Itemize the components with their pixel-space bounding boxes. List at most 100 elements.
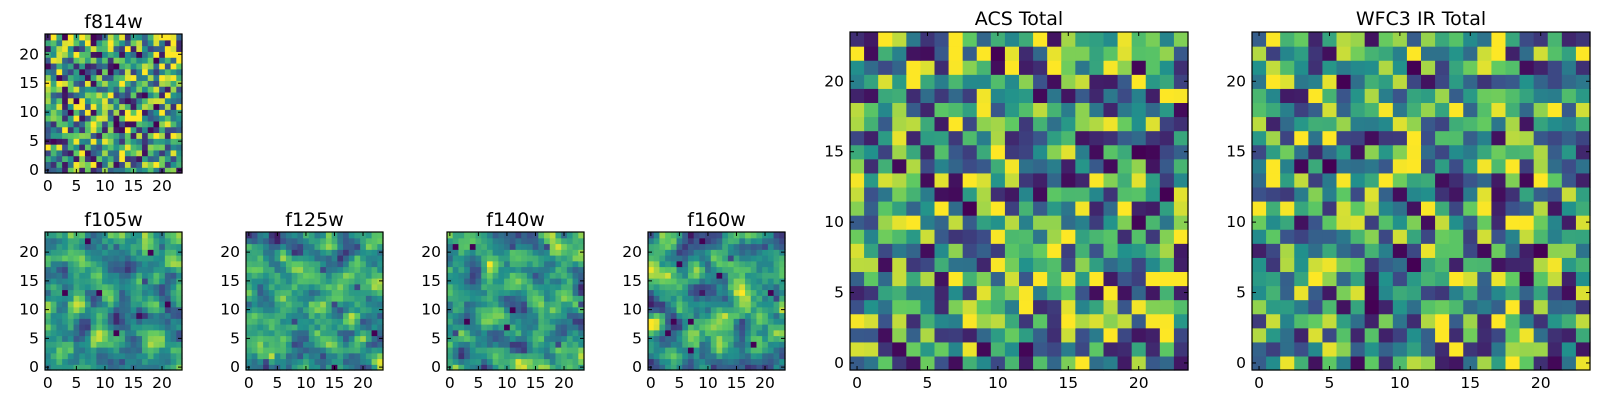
heatmap-cell [84,266,92,273]
heatmap-cell [45,358,52,365]
heatmap-cell [73,266,80,273]
heatmap-cell [745,266,752,273]
heatmap-cell [750,301,758,308]
heatmap-cell [142,120,149,128]
heatmap-cell [147,352,155,360]
heatmap-cell [767,266,775,273]
x-tick-label: 5 [71,177,81,195]
heatmap-cell [119,103,126,110]
heatmap-cell [670,266,678,273]
heatmap-cell [142,57,149,64]
heatmap-cell [79,149,86,157]
heatmap-cell [62,155,69,163]
heatmap-cell [102,45,109,52]
heatmap-cell [976,327,992,343]
heatmap-cell [90,232,97,239]
heatmap-cell [1547,46,1563,61]
heatmap-cell [107,91,115,99]
heatmap-cell [1280,355,1295,371]
heatmap-cell [1117,243,1133,258]
heatmap-cell [906,355,922,371]
heatmap-cell [722,249,729,256]
heatmap-cell [906,201,922,216]
heatmap-cell [509,318,517,325]
heatmap-cell [50,289,58,296]
heatmap-cell [1449,215,1464,230]
heatmap-cell [1173,215,1189,230]
heatmap-cell [464,232,471,239]
heatmap-cell [337,266,344,273]
heatmap-cell [705,295,712,302]
heatmap-cell [469,295,477,302]
heatmap-cell [176,295,183,302]
heatmap-cell [750,347,758,354]
heatmap-cell [107,347,115,354]
heatmap-cell [648,318,655,325]
heatmap-cell [710,255,718,262]
heatmap-cell [62,255,69,262]
heatmap-cell [1575,341,1591,357]
heatmap-cell [1173,158,1189,174]
heatmap-cell [176,155,183,163]
heatmap-cell [170,364,177,371]
heatmap-cell [119,138,126,145]
heatmap-cell [257,243,264,250]
heatmap-cell [1047,88,1062,104]
heatmap-cell [45,341,52,348]
heatmap-cell [274,335,281,342]
heatmap-cell [45,120,52,128]
heatmap-cell [113,358,120,365]
heatmap-cell [136,232,143,239]
heatmap-cell [73,62,80,70]
heatmap-cell [164,62,172,70]
heatmap-cell [331,335,338,342]
heatmap-cell [447,243,454,250]
heatmap-cell [56,364,63,371]
heatmap-cell [1117,74,1133,89]
heatmap-cell [976,271,992,287]
heatmap-cell [515,237,522,245]
heatmap-cell [727,272,735,279]
heatmap-cell [773,255,780,262]
heatmap-cell [142,109,149,116]
heatmap-cell [469,249,477,256]
heatmap-cell [1308,341,1324,357]
heatmap-cell [670,306,678,314]
heatmap-cell [1392,271,1408,287]
heatmap-cell [687,352,695,360]
heatmap-cell [538,232,545,239]
heatmap-cell [130,278,137,285]
heatmap-cell [170,324,177,331]
heatmap-cell [251,289,259,296]
heatmap-cell [464,243,471,250]
heatmap-cell [337,364,344,371]
heatmap-cell [308,283,316,291]
heatmap-cell [1103,32,1119,47]
heatmap-cell [1061,46,1076,61]
heatmap-cell [176,144,183,151]
heatmap-cell [864,299,879,315]
heatmap-cell [1019,88,1034,104]
heatmap-cell [458,243,465,250]
heatmap-cell [1547,172,1563,188]
heatmap-cell [710,237,718,245]
heatmap-cell [532,260,539,268]
heatmap-cell [722,272,729,279]
heatmap-cell [153,149,160,157]
heatmap-cell [50,138,58,145]
heatmap-cell [920,74,936,89]
heatmap-cell [745,278,752,285]
heatmap-cell [308,347,316,354]
heatmap-cell [113,278,120,285]
heatmap-cell [750,364,758,371]
x-tick-label: 15 [1058,374,1078,392]
heatmap-cell [1364,355,1380,371]
heatmap-cell [354,301,361,308]
heatmap-cell [50,34,58,41]
heatmap-cell [492,364,499,371]
heatmap-cell [251,272,259,279]
heatmap-cell [1463,46,1478,61]
heatmap-cell [733,278,740,285]
heatmap-cell [251,364,259,371]
